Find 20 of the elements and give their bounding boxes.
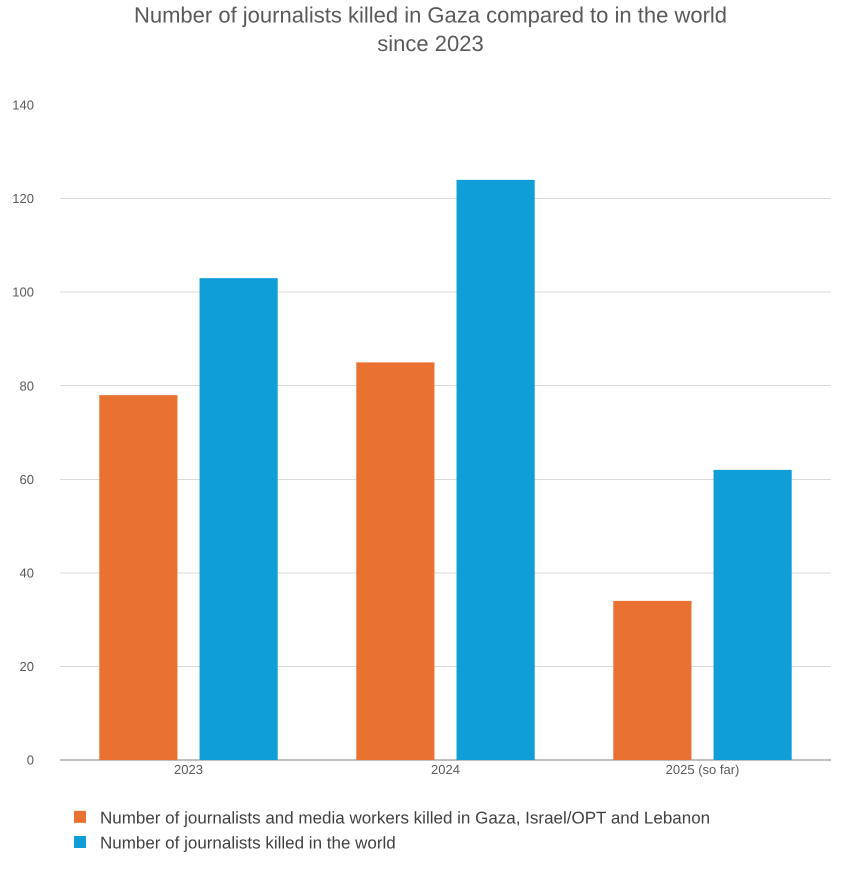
y-tick-label: 140 [12, 98, 34, 113]
bar [99, 395, 178, 760]
y-tick-label: 40 [20, 565, 34, 580]
bar [456, 180, 535, 760]
legend-label: Number of journalists killed in the world [100, 834, 396, 853]
chart-title: Number of journalists killed in Gaza compared to in the world since 2023 [134, 2, 728, 56]
y-tick-label: 120 [12, 191, 34, 206]
x-tick-label: 2023 [174, 762, 203, 777]
bar [714, 470, 792, 760]
bar [356, 362, 434, 760]
y-tick-label: 100 [12, 284, 34, 300]
y-tick-label: 60 [20, 472, 34, 487]
bar [200, 278, 278, 760]
y-tick-label: 80 [20, 378, 34, 394]
y-tick-label: 0 [26, 752, 34, 768]
bar [613, 600, 692, 760]
x-tick-label: 2025 (so far) [666, 762, 740, 777]
y-tick-label: 20 [20, 658, 34, 674]
x-tick-label: 2024 [431, 762, 460, 777]
legend-label: Number of journalists and media workers killed in Gaza, Israel/OPT and Lebanon [100, 808, 710, 828]
